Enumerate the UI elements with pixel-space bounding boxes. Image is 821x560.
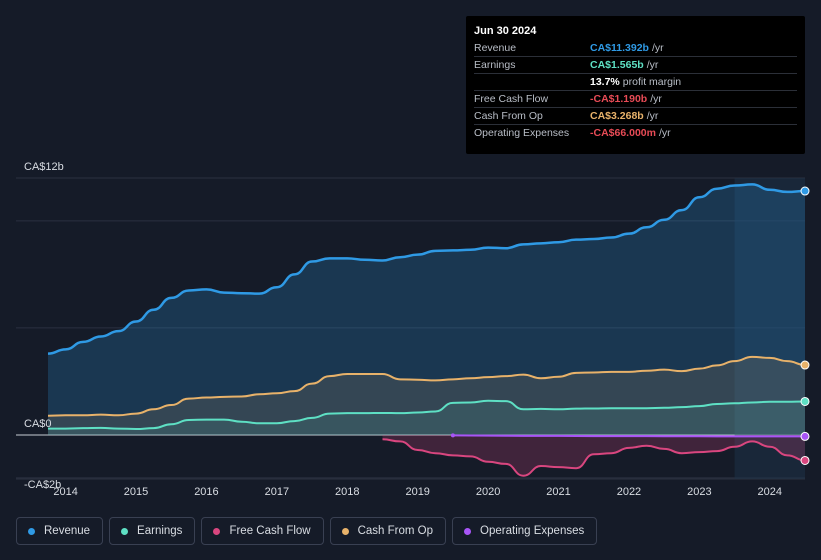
x-tick-label: 2021 [546, 486, 570, 498]
y-tick-label: CA$12b [24, 161, 64, 173]
tooltip-date: Jun 30 2024 [474, 25, 537, 37]
tooltip-row-value: -CA$66.000m [590, 127, 656, 139]
operating-expenses-end-point [800, 431, 810, 441]
earnings-line [48, 399, 806, 431]
x-tick-label: 2016 [194, 486, 218, 498]
legend-dot-icon [341, 527, 349, 535]
legend-dot-icon [121, 527, 129, 535]
tooltip-row: 13.7% profit margin [474, 73, 797, 90]
tooltip-row-unit: /yr [646, 110, 659, 122]
highlight-layer [734, 178, 805, 479]
tooltip-row-value: 13.7% [590, 76, 620, 88]
free-cash-flow-area [382, 435, 805, 476]
tooltip-row-unit: /yr [658, 127, 671, 139]
operating-expenses-start-point [450, 433, 455, 438]
tooltip-row-unit: profit margin [622, 76, 682, 88]
cash-from-op-end-point [800, 360, 810, 370]
legend-item-free-cash-flow[interactable]: Free Cash Flow [201, 517, 324, 545]
tooltip-row-label: Earnings [474, 59, 516, 71]
revenue-line [47, 183, 806, 355]
legend-label: Free Cash Flow [229, 525, 311, 537]
x-tick-label: 2015 [124, 486, 148, 498]
x-tick-label: 2024 [758, 486, 782, 498]
tooltip-row: Earnings CA$1.565b/yr [474, 56, 797, 73]
cash-from-op-area [48, 356, 805, 435]
y-tick-label: -CA$2b [24, 479, 61, 491]
area-layer [48, 184, 805, 476]
line-layer [47, 183, 806, 477]
tooltip-row-value: CA$3.268b [590, 110, 644, 122]
legend-dot-icon [464, 527, 472, 535]
legend: Revenue Earnings Free Cash Flow Cash From O… [16, 517, 598, 545]
tooltip-row-label: Free Cash Flow [474, 93, 549, 105]
tooltip-row-label: Cash From Op [474, 110, 543, 122]
grid-layer [16, 177, 805, 480]
tooltip-row-label: Operating Expenses [474, 127, 570, 139]
x-tick-label: 2019 [405, 486, 429, 498]
tooltip-row-value: CA$11.392b [590, 42, 649, 54]
x-tick-label: 2022 [617, 486, 641, 498]
tooltip-rows: Revenue CA$11.392b/yr Earnings CA$1.565b/yr… [474, 40, 797, 141]
legend-item-revenue[interactable]: Revenue [16, 517, 104, 545]
revenue-end-point [800, 186, 810, 196]
tooltip-row: Operating Expenses -CA$66.000m/yr [474, 124, 797, 141]
tooltip-row-label [474, 74, 590, 90]
operating-expenses-line [452, 434, 805, 438]
x-tick-label: 2017 [265, 486, 289, 498]
tooltip-row-label: Revenue [474, 42, 517, 54]
legend-label: Earnings [137, 525, 183, 537]
cash-from-op-line [47, 355, 806, 417]
legend-dot-icon [213, 527, 221, 535]
tooltip-row-unit: /yr [650, 93, 662, 105]
legend-label: Operating Expenses [480, 525, 585, 537]
tooltip-row: Revenue CA$11.392b/yr [474, 40, 797, 56]
legend-label: Cash From Op [357, 525, 434, 537]
legend-item-earnings[interactable]: Earnings [109, 517, 196, 545]
legend-item-operating-expenses[interactable]: Operating Expenses [452, 517, 598, 545]
x-tick-label: 2014 [53, 486, 77, 498]
dot-layer [450, 186, 810, 465]
free-cash-flow-end-point [800, 455, 810, 465]
tooltip-panel: Jun 30 2024 Revenue CA$11.392b/yr Earnings… [466, 16, 805, 154]
free-cash-flow-line [382, 438, 806, 477]
legend-dot-icon [28, 527, 35, 535]
tooltip-row: Free Cash Flow -CA$1.190b/yr [474, 90, 797, 107]
legend-label: Revenue [44, 525, 91, 537]
legend-item-cash-from-op[interactable]: Cash From Op [329, 517, 447, 545]
tooltip-row-unit: /yr [651, 42, 664, 54]
tooltip-row: Cash From Op CA$3.268b/yr [474, 107, 797, 124]
tooltip-row-unit: /yr [646, 59, 659, 71]
highlight-region [734, 178, 805, 479]
x-tick-label: 2018 [335, 486, 359, 498]
earnings-end-point [800, 396, 810, 406]
x-tick-label: 2020 [476, 486, 500, 498]
tooltip-row-value: CA$1.565b [590, 59, 644, 71]
y-tick-label: CA$0 [24, 418, 52, 430]
earnings-area [48, 400, 805, 435]
tooltip-row-value: -CA$1.190b [590, 93, 648, 105]
x-tick-label: 2023 [687, 486, 711, 498]
